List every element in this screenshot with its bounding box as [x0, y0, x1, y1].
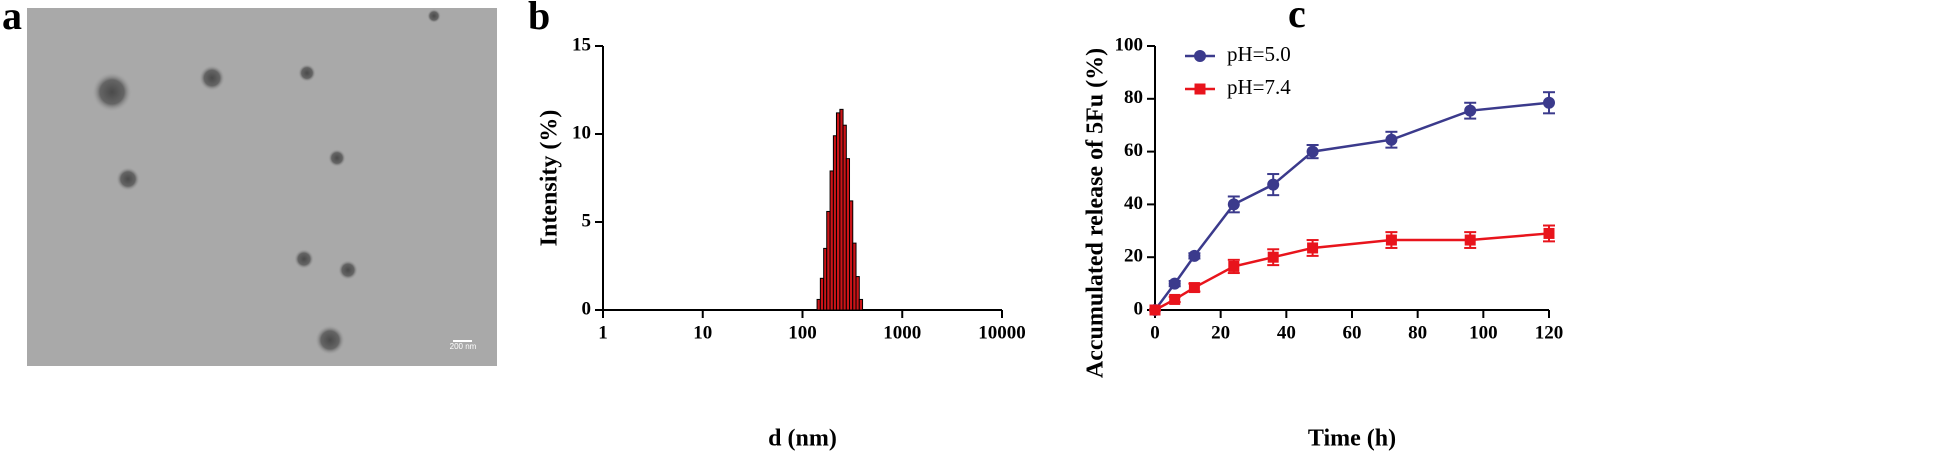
marker: [1385, 234, 1397, 246]
x-tick-label: 0: [1150, 322, 1160, 343]
marker: [1168, 277, 1181, 290]
marker: [1149, 304, 1161, 316]
marker: [1306, 145, 1319, 158]
marker: [1267, 251, 1279, 263]
y-tick-label: 80: [1124, 87, 1143, 108]
particle: [294, 249, 314, 269]
panel-label: a: [2, 0, 22, 38]
marker: [1543, 227, 1555, 239]
x-tick-label: 10: [693, 322, 712, 343]
tem-image: 200 nm: [27, 8, 497, 366]
marker: [1307, 242, 1319, 254]
marker: [1543, 96, 1555, 109]
x-tick-label: 1000: [883, 322, 921, 343]
marker: [1188, 249, 1201, 262]
x-tick-label: 20: [1211, 322, 1230, 343]
marker: [1385, 133, 1398, 146]
series-line: [1154, 232, 1550, 312]
y-tick-label: 15: [572, 34, 591, 55]
particle: [315, 325, 345, 355]
marker: [1464, 234, 1476, 246]
legend-label: pH=5.0: [1227, 42, 1291, 66]
marker: [1169, 293, 1181, 305]
histogram-bar: [826, 210, 831, 311]
marker: [1228, 260, 1240, 272]
marker: [1464, 104, 1477, 117]
series-line: [1153, 101, 1550, 311]
x-tick-label: 1: [598, 322, 608, 343]
x-tick-label: 80: [1408, 322, 1427, 343]
y-tick-label: 100: [1115, 34, 1144, 55]
y-tick-label: 10: [572, 122, 591, 143]
legend-label: pH=7.4: [1227, 75, 1291, 99]
histogram-bar: [835, 112, 841, 311]
panel-label: b: [528, 0, 550, 38]
marker: [1188, 282, 1200, 294]
x-tick-label: 120: [1535, 322, 1564, 343]
y-tick-label: 60: [1124, 140, 1143, 161]
particle: [427, 9, 441, 23]
particle: [298, 64, 316, 82]
particle: [92, 72, 132, 112]
histogram-bar: [855, 276, 860, 311]
particle: [116, 167, 140, 191]
legend-marker: [1194, 50, 1206, 62]
marker: [1227, 198, 1240, 211]
y-tick-label: 0: [582, 298, 592, 319]
y-tick-label: 20: [1124, 246, 1143, 267]
y-tick-label: 40: [1124, 193, 1143, 214]
x-tick-label: 40: [1277, 322, 1296, 343]
histogram-bar: [858, 298, 864, 311]
legend-marker: [1194, 83, 1206, 95]
scale-bar-label: 200 nm: [450, 342, 477, 351]
particle: [328, 149, 346, 167]
y-axis-label: Accumulated release of 5Fu (%): [1083, 48, 1109, 378]
x-axis-label: d (nm): [768, 426, 837, 452]
marker: [1267, 178, 1280, 191]
x-tick-label: 10000: [978, 322, 1026, 343]
x-tick-label: 60: [1343, 322, 1362, 343]
x-tick-label: 100: [1469, 322, 1498, 343]
image-background: [27, 8, 497, 366]
x-axis-label: Time (h): [1308, 426, 1396, 452]
y-tick-label: 5: [582, 210, 592, 231]
particle: [199, 65, 225, 91]
particle: [338, 260, 358, 280]
y-tick-label: 0: [1134, 298, 1144, 319]
x-tick-label: 100: [788, 322, 817, 343]
panel-label: c: [1288, 0, 1306, 36]
y-axis-label: Intensity (%): [537, 110, 563, 247]
